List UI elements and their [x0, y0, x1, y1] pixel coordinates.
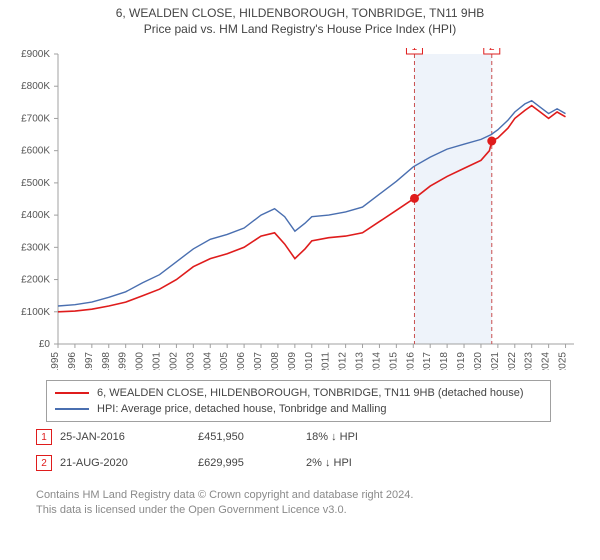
- svg-text:2018: 2018: [439, 352, 450, 370]
- svg-text:2007: 2007: [253, 352, 264, 370]
- svg-text:2003: 2003: [185, 352, 196, 370]
- sale-events: 1 25-JAN-2016 £451,950 18% ↓ HPI 2 21-AUG-202…: [36, 424, 566, 476]
- svg-text:2009: 2009: [287, 352, 298, 370]
- chart-title-block: 6, WEALDEN CLOSE, HILDENBOROUGH, TONBRID…: [0, 0, 600, 36]
- chart-area: £0 £100K £200K £300K £400K £500K £600K £700K £80…: [8, 48, 592, 370]
- svg-text:2025: 2025: [558, 352, 569, 370]
- event-date: 25-JAN-2016: [60, 431, 190, 443]
- svg-text:2013: 2013: [355, 352, 366, 370]
- svg-text:1999: 1999: [118, 352, 129, 370]
- svg-text:2022: 2022: [507, 352, 518, 370]
- svg-text:2005: 2005: [219, 352, 230, 370]
- svg-text:£0: £0: [39, 339, 51, 350]
- svg-text:2019: 2019: [456, 352, 467, 370]
- svg-text:2016: 2016: [405, 352, 416, 370]
- event-date: 21-AUG-2020: [60, 457, 190, 469]
- svg-text:2000: 2000: [135, 352, 146, 370]
- legend-swatch-subject: [55, 392, 89, 394]
- legend-label-subject: 6, WEALDEN CLOSE, HILDENBOROUGH, TONBRID…: [97, 385, 524, 401]
- svg-text:1997: 1997: [84, 352, 95, 370]
- svg-text:£800K: £800K: [21, 81, 50, 92]
- svg-text:2006: 2006: [236, 352, 247, 370]
- svg-text:£100K: £100K: [21, 307, 50, 318]
- sale-event-row: 2 21-AUG-2020 £629,995 2% ↓ HPI: [36, 450, 566, 476]
- svg-text:1998: 1998: [101, 352, 112, 370]
- svg-text:1996: 1996: [67, 352, 78, 370]
- svg-text:2015: 2015: [388, 352, 399, 370]
- price-line-chart: £0 £100K £200K £300K £400K £500K £600K £700K £80…: [8, 48, 592, 370]
- event-pct: 2% ↓ HPI: [306, 457, 386, 469]
- svg-text:2023: 2023: [524, 352, 535, 370]
- chart-title-main: 6, WEALDEN CLOSE, HILDENBOROUGH, TONBRID…: [0, 6, 600, 20]
- svg-text:2020: 2020: [473, 352, 484, 370]
- svg-text:2012: 2012: [338, 352, 349, 370]
- legend-row-subject: 6, WEALDEN CLOSE, HILDENBOROUGH, TONBRID…: [55, 385, 542, 401]
- svg-text:2024: 2024: [541, 352, 552, 370]
- event-pct: 18% ↓ HPI: [306, 431, 386, 443]
- event-badge: 1: [36, 429, 52, 445]
- chart-footer: Contains HM Land Registry data © Crown c…: [36, 488, 576, 518]
- event-price: £629,995: [198, 457, 298, 469]
- legend-swatch-hpi: [55, 408, 89, 410]
- svg-text:2: 2: [489, 48, 495, 53]
- footer-line1: Contains HM Land Registry data © Crown c…: [36, 488, 576, 503]
- footer-line2: This data is licensed under the Open Gov…: [36, 503, 576, 518]
- chart-title-sub: Price paid vs. HM Land Registry's House …: [0, 22, 600, 36]
- svg-text:£700K: £700K: [21, 113, 50, 124]
- svg-text:£300K: £300K: [21, 242, 50, 253]
- svg-text:£500K: £500K: [21, 178, 50, 189]
- svg-text:2011: 2011: [321, 352, 332, 370]
- svg-text:£600K: £600K: [21, 146, 50, 157]
- legend-row-hpi: HPI: Average price, detached house, Tonb…: [55, 401, 542, 417]
- svg-text:1995: 1995: [50, 352, 61, 370]
- svg-text:2021: 2021: [490, 352, 501, 370]
- sale-event-row: 1 25-JAN-2016 £451,950 18% ↓ HPI: [36, 424, 566, 450]
- svg-text:2017: 2017: [422, 352, 433, 370]
- svg-text:£200K: £200K: [21, 275, 50, 286]
- chart-legend: 6, WEALDEN CLOSE, HILDENBOROUGH, TONBRID…: [46, 380, 551, 422]
- svg-text:2002: 2002: [168, 352, 179, 370]
- svg-text:2004: 2004: [202, 352, 213, 370]
- svg-text:£400K: £400K: [21, 210, 50, 221]
- svg-text:2008: 2008: [270, 352, 281, 370]
- event-badge: 2: [36, 455, 52, 471]
- legend-label-hpi: HPI: Average price, detached house, Tonb…: [97, 401, 386, 417]
- event-price: £451,950: [198, 431, 298, 443]
- svg-text:2014: 2014: [371, 352, 382, 370]
- svg-text:£900K: £900K: [21, 49, 50, 60]
- svg-text:1: 1: [412, 48, 418, 53]
- svg-text:2010: 2010: [304, 352, 315, 370]
- svg-text:2001: 2001: [152, 352, 163, 370]
